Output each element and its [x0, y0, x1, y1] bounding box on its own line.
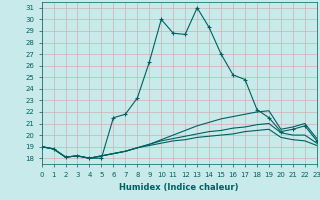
X-axis label: Humidex (Indice chaleur): Humidex (Indice chaleur) — [119, 183, 239, 192]
